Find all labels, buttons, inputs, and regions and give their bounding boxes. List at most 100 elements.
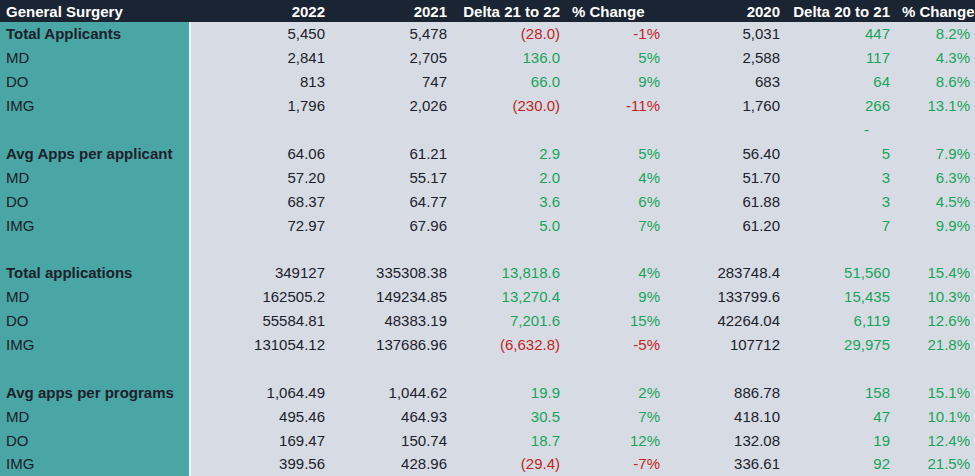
value-cell[interactable]: 1,064.49	[191, 380, 330, 404]
value-cell[interactable]: 747	[330, 70, 452, 94]
value-cell[interactable]: 67.96	[330, 213, 452, 237]
row-label-cell[interactable]: IMG	[0, 94, 191, 118]
value-cell[interactable]	[330, 356, 452, 380]
value-cell[interactable]: 349127	[191, 261, 330, 285]
value-cell[interactable]: 42264.04	[665, 309, 785, 333]
row-label-cell[interactable]: DO	[0, 70, 191, 94]
value-cell[interactable]: 5%	[565, 141, 665, 165]
value-cell[interactable]: 418.10	[665, 404, 785, 428]
column-header-pct-change-21-22[interactable]: % Change	[565, 0, 665, 22]
value-cell[interactable]: 51,560	[785, 261, 895, 285]
value-cell[interactable]: 7%	[565, 213, 665, 237]
value-cell[interactable]	[330, 237, 452, 261]
value-cell[interactable]: 335308.38	[330, 261, 452, 285]
value-cell[interactable]: 447	[785, 22, 895, 46]
row-label-cell[interactable]: DO	[0, 189, 191, 213]
value-cell[interactable]: 13.1%	[895, 94, 975, 118]
value-cell[interactable]: 133799.6	[665, 285, 785, 309]
value-cell[interactable]: 283748.4	[665, 261, 785, 285]
value-cell[interactable]	[452, 237, 565, 261]
value-cell[interactable]: 66.0	[452, 70, 565, 94]
value-cell[interactable]	[330, 118, 452, 142]
value-cell[interactable]: (29.4)	[452, 452, 565, 476]
value-cell[interactable]: 131054.12	[191, 333, 330, 357]
value-cell[interactable]: 19.9	[452, 380, 565, 404]
value-cell[interactable]: 2%	[565, 380, 665, 404]
value-cell[interactable]: 158	[785, 380, 895, 404]
value-cell[interactable]: 55.17	[330, 165, 452, 189]
value-cell[interactable]: 4%	[565, 165, 665, 189]
value-cell[interactable]: 117	[785, 46, 895, 70]
value-cell[interactable]: 149234.85	[330, 285, 452, 309]
value-cell[interactable]: 1,760	[665, 94, 785, 118]
value-cell[interactable]: 57.20	[191, 165, 330, 189]
value-cell[interactable]: 2,705	[330, 46, 452, 70]
value-cell[interactable]: 12.6%	[895, 309, 975, 333]
value-cell[interactable]: 64	[785, 70, 895, 94]
row-label-cell[interactable]	[0, 118, 191, 142]
value-cell[interactable]: 4%	[565, 261, 665, 285]
value-cell[interactable]: 5,031	[665, 22, 785, 46]
value-cell[interactable]: 1,044.62	[330, 380, 452, 404]
column-header-pct-change-20-21[interactable]: % Change	[895, 0, 975, 22]
value-cell[interactable]: 15,435	[785, 285, 895, 309]
value-cell[interactable]: 5%	[565, 46, 665, 70]
value-cell[interactable]: 2,588	[665, 46, 785, 70]
value-cell[interactable]: -	[785, 118, 895, 142]
value-cell[interactable]: 51.70	[665, 165, 785, 189]
row-label-cell[interactable]: MD	[0, 165, 191, 189]
value-cell[interactable]: 336.61	[665, 452, 785, 476]
value-cell[interactable]: -1%	[565, 22, 665, 46]
value-cell[interactable]: 3.6	[452, 189, 565, 213]
value-cell[interactable]	[565, 237, 665, 261]
value-cell[interactable]: 61.20	[665, 213, 785, 237]
value-cell[interactable]: 2.0	[452, 165, 565, 189]
value-cell[interactable]: 8.2%	[895, 22, 975, 46]
value-cell[interactable]: 13,270.4	[452, 285, 565, 309]
row-label-cell[interactable]: MD	[0, 285, 191, 309]
value-cell[interactable]: 495.46	[191, 404, 330, 428]
value-cell[interactable]: 10.3%	[895, 285, 975, 309]
value-cell[interactable]	[895, 237, 975, 261]
value-cell[interactable]: 2,026	[330, 94, 452, 118]
value-cell[interactable]: 21.8%	[895, 333, 975, 357]
value-cell[interactable]: 5.0	[452, 213, 565, 237]
value-cell[interactable]: 7	[785, 213, 895, 237]
column-header-delta-20-to-21[interactable]: Delta 20 to 21	[785, 0, 895, 22]
value-cell[interactable]	[665, 118, 785, 142]
value-cell[interactable]: 6.3%	[895, 165, 975, 189]
value-cell[interactable]: (6,632.8)	[452, 333, 565, 357]
row-label-cell[interactable]: Total applications	[0, 261, 191, 285]
value-cell[interactable]: 136.0	[452, 46, 565, 70]
value-cell[interactable]: 5,478	[330, 22, 452, 46]
row-label-cell[interactable]: IMG	[0, 213, 191, 237]
value-cell[interactable]: 15.1%	[895, 380, 975, 404]
row-label-cell[interactable]: Total Applicants	[0, 22, 191, 46]
value-cell[interactable]	[665, 237, 785, 261]
value-cell[interactable]	[895, 356, 975, 380]
value-cell[interactable]: 4.3%	[895, 46, 975, 70]
value-cell[interactable]: 9.9%	[895, 213, 975, 237]
value-cell[interactable]: 6,119	[785, 309, 895, 333]
value-cell[interactable]: 12.4%	[895, 428, 975, 452]
table-title[interactable]: General Surgery	[0, 0, 191, 22]
value-cell[interactable]: 5	[785, 141, 895, 165]
value-cell[interactable]: 19	[785, 428, 895, 452]
value-cell[interactable]: 15.4%	[895, 261, 975, 285]
value-cell[interactable]: 464.93	[330, 404, 452, 428]
value-cell[interactable]: -5%	[565, 333, 665, 357]
value-cell[interactable]: 683	[665, 70, 785, 94]
row-label-cell[interactable]: DO	[0, 428, 191, 452]
value-cell[interactable]: 15%	[565, 309, 665, 333]
value-cell[interactable]: -7%	[565, 452, 665, 476]
value-cell[interactable]	[895, 118, 975, 142]
value-cell[interactable]: 30.5	[452, 404, 565, 428]
value-cell[interactable]: 13,818.6	[452, 261, 565, 285]
value-cell[interactable]: 12%	[565, 428, 665, 452]
value-cell[interactable]: 10.1%	[895, 404, 975, 428]
column-header-2020[interactable]: 2020	[665, 0, 785, 22]
column-header-2021[interactable]: 2021	[330, 0, 452, 22]
value-cell[interactable]	[565, 356, 665, 380]
value-cell[interactable]: 3	[785, 189, 895, 213]
value-cell[interactable]: 162505.2	[191, 285, 330, 309]
